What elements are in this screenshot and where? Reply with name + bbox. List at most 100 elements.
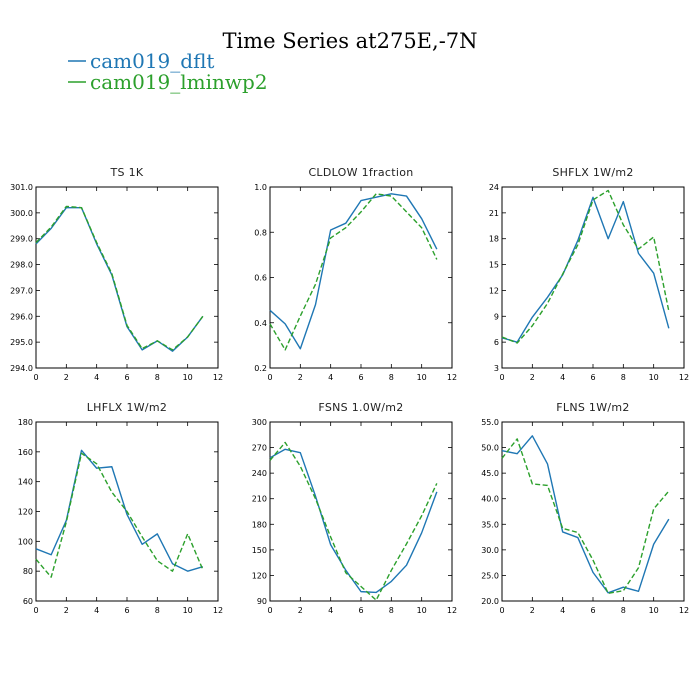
x-tick-label: 4	[328, 606, 333, 615]
plot-frame	[269, 186, 453, 369]
x-tick-label: 8	[155, 606, 160, 615]
y-tick-label: 210	[252, 495, 267, 504]
y-tick-label: 300.0	[10, 209, 33, 218]
x-tick-label: 6	[590, 373, 595, 382]
x-tick-label: 0	[267, 373, 272, 382]
x-tick-label: 12	[213, 373, 223, 382]
plot-frame	[35, 186, 219, 369]
panel-title: SHFLX 1W/m2	[552, 166, 633, 179]
series-line-cam019-dflt	[501, 435, 670, 594]
x-tick-label: 6	[124, 373, 129, 382]
y-tick-label: 45.0	[481, 469, 499, 478]
x-tick-label: 12	[447, 373, 457, 382]
y-tick-label: 3	[494, 364, 499, 373]
x-tick-label: 2	[530, 606, 535, 615]
x-tick-label: 0	[33, 373, 38, 382]
y-tick-label: 40.0	[481, 495, 499, 504]
plot-frame	[269, 421, 453, 602]
x-tick-label: 6	[358, 373, 363, 382]
y-tick-label: 12	[489, 286, 499, 295]
x-tick-label: 12	[679, 606, 689, 615]
y-tick-label: 60	[23, 597, 33, 606]
y-tick-label: 9	[494, 312, 499, 321]
x-tick-label: 0	[267, 606, 272, 615]
figure-title: Time Series at275E,-7N	[222, 29, 477, 53]
series-line-cam019-lminwp2	[501, 438, 670, 595]
y-tick-label: 150	[252, 546, 267, 555]
x-tick-label: 2	[298, 373, 303, 382]
series-line-cam019-lminwp2	[501, 189, 670, 344]
panels: TS 1K0 2 4 6 8 10 12294.0295.0296.0297.0298.02…	[10, 166, 689, 615]
plot-frame	[501, 421, 685, 602]
y-tick-label: 298.0	[10, 261, 33, 270]
panel-ts: TS 1K 0 2 4 6 8 10 12 294.0 295.0 296.0 297.0 298.0 2…	[10, 166, 223, 382]
panel-lhflx: LHFLX 1W/m2 0 2 4 6 8 10 12 60 80 100 120 140 160 180	[18, 401, 223, 615]
y-tick-label: 120	[252, 571, 267, 580]
x-tick-label: 0	[33, 606, 38, 615]
y-tick-label: 80	[23, 567, 33, 576]
y-tick-label: 140	[18, 478, 33, 487]
series-line-cam019-dflt	[269, 448, 438, 594]
y-tick-label: 18	[489, 235, 499, 244]
series-line-cam019-dflt	[35, 206, 204, 352]
x-tick-label: 6	[590, 606, 595, 615]
y-tick-label: 180	[252, 520, 267, 529]
series-line-cam019-lminwp2	[35, 452, 204, 578]
x-tick-label: 8	[389, 373, 394, 382]
x-tick-label: 10	[183, 606, 193, 615]
x-tick-label: 6	[358, 606, 363, 615]
y-tick-label: 120	[18, 508, 33, 517]
y-tick-label: 6	[494, 338, 499, 347]
x-tick-label: 10	[649, 373, 659, 382]
y-tick-label: 270	[252, 444, 267, 453]
plot-frame	[501, 186, 685, 369]
y-tick-label: 55.0	[481, 418, 499, 427]
panel-title: LHFLX 1W/m2	[87, 401, 167, 414]
y-tick-label: 296.0	[10, 312, 33, 321]
series-line-cam019-lminwp2	[269, 441, 438, 601]
legend: cam019_dflt cam019_lminwp2	[68, 49, 268, 94]
y-tick-label: 30.0	[481, 546, 499, 555]
y-tick-label: 301.0	[10, 183, 33, 192]
x-tick-label: 10	[417, 606, 427, 615]
y-tick-label: 1.0	[254, 183, 267, 192]
y-tick-label: 100	[18, 537, 33, 546]
panel-title: FLNS 1W/m2	[556, 401, 629, 414]
series-line-cam019-lminwp2	[35, 205, 204, 351]
y-tick-label: 0.2	[254, 364, 267, 373]
y-tick-label: 24	[489, 183, 499, 192]
series-line-cam019-dflt	[501, 196, 670, 343]
panel-flns: FLNS 1W/m2 0 2 4 6 8 10 12 20.0 25.0 30.0 35.0 40.0 4…	[481, 401, 689, 615]
legend-label-dflt: cam019_dflt	[90, 49, 214, 73]
y-tick-label: 20.0	[481, 597, 499, 606]
series-line-cam019-dflt	[269, 193, 438, 350]
x-tick-label: 6	[124, 606, 129, 615]
x-tick-label: 8	[621, 606, 626, 615]
y-tick-label: 180	[18, 418, 33, 427]
series-line-cam019-dflt	[35, 449, 204, 572]
y-tick-label: 50.0	[481, 444, 499, 453]
panel-title: TS 1K	[110, 166, 144, 179]
panel-cldlow: CLDLOW 1fraction 0 2 4 6 8 10 12 0.2 0.4 0.6 0.8 1.0	[254, 166, 457, 382]
x-tick-label: 8	[155, 373, 160, 382]
x-tick-label: 4	[560, 373, 565, 382]
x-tick-label: 10	[417, 373, 427, 382]
panel-title: FSNS 1.0W/m2	[318, 401, 403, 414]
y-tick-label: 0.6	[254, 274, 267, 283]
y-tick-label: 25.0	[481, 571, 499, 580]
y-tick-label: 297.0	[10, 286, 33, 295]
y-tick-label: 295.0	[10, 338, 33, 347]
x-tick-label: 2	[64, 373, 69, 382]
x-tick-label: 4	[94, 373, 99, 382]
x-tick-label: 2	[64, 606, 69, 615]
x-tick-label: 12	[679, 373, 689, 382]
x-tick-label: 10	[649, 606, 659, 615]
panel-fsns: FSNS 1.0W/m2 0 2 4 6 8 10 12 90 120 150 180 210 240 27…	[252, 401, 457, 615]
x-tick-label: 8	[389, 606, 394, 615]
x-tick-label: 4	[328, 373, 333, 382]
x-tick-label: 12	[213, 606, 223, 615]
x-tick-label: 4	[94, 606, 99, 615]
y-tick-label: 21	[489, 209, 499, 218]
